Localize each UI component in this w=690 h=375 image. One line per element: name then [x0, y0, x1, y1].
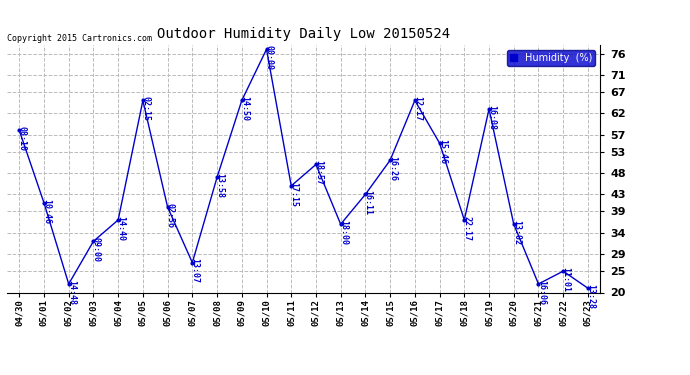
Text: 13:28: 13:28: [586, 284, 595, 309]
Text: 13:02: 13:02: [512, 220, 521, 245]
Text: Copyright 2015 Cartronics.com: Copyright 2015 Cartronics.com: [7, 33, 152, 42]
Text: 16:11: 16:11: [364, 190, 373, 215]
Text: 14:40: 14:40: [117, 216, 126, 241]
Text: 09:00: 09:00: [92, 237, 101, 262]
Title: Outdoor Humidity Daily Low 20150524: Outdoor Humidity Daily Low 20150524: [157, 27, 450, 41]
Text: 14:50: 14:50: [240, 96, 249, 121]
Text: 10:46: 10:46: [42, 199, 51, 224]
Text: 14:48: 14:48: [67, 280, 76, 305]
Text: 16:26: 16:26: [388, 156, 397, 181]
Text: 16:06: 16:06: [537, 280, 546, 305]
Text: 02:56: 02:56: [166, 203, 175, 228]
Text: 02:15: 02:15: [141, 96, 150, 121]
Text: 18:57: 18:57: [314, 160, 323, 185]
Text: 11:01: 11:01: [562, 267, 571, 292]
Text: 17:15: 17:15: [290, 182, 299, 207]
Text: 13:07: 13:07: [190, 258, 199, 284]
Text: 12:17: 12:17: [413, 96, 422, 121]
Text: 08:10: 08:10: [17, 126, 26, 151]
Text: 16:08: 16:08: [487, 105, 496, 130]
Text: 22:17: 22:17: [462, 216, 471, 241]
Text: 15:46: 15:46: [438, 139, 447, 164]
Text: 18:00: 18:00: [339, 220, 348, 245]
Text: 13:58: 13:58: [215, 173, 224, 198]
Legend: Humidity  (%): Humidity (%): [506, 50, 595, 66]
Text: 00:00: 00:00: [265, 45, 274, 70]
